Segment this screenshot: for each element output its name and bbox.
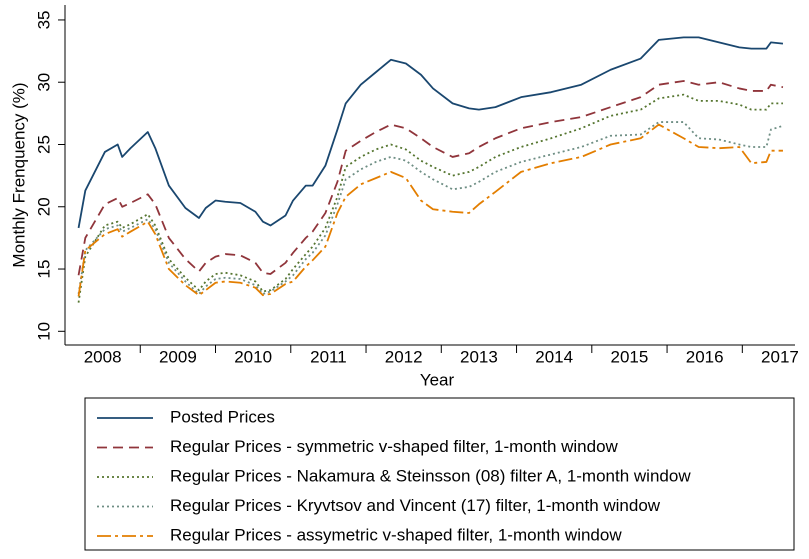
x-tick-label: 2008 — [84, 347, 122, 366]
x-tick-label: 2010 — [234, 347, 272, 366]
x-tick-label: 2013 — [460, 347, 498, 366]
legend-label: Regular Prices - assymetric v-shaped fil… — [170, 525, 622, 544]
x-axis-title: Year — [420, 370, 455, 389]
series-line — [77, 80, 784, 276]
x-tick-label: 2014 — [535, 347, 573, 366]
x-tick-label: 2009 — [159, 347, 197, 366]
y-tick-label: 35 — [34, 10, 53, 29]
y-tick-label: 25 — [34, 135, 53, 154]
x-tick-label: 2016 — [686, 347, 724, 366]
legend-label: Regular Prices - Kryvtsov and Vincent (1… — [170, 496, 661, 515]
legend-box — [84, 397, 795, 551]
series-line — [77, 93, 783, 303]
x-tick-label: 2011 — [310, 347, 347, 366]
y-tick-label: 20 — [34, 197, 53, 216]
y-axis-title: Monthly Frenquency (%) — [9, 82, 28, 267]
legend-label: Regular Prices - Nakamura & Steinsson (0… — [170, 466, 691, 485]
legend-label: Posted Prices — [170, 407, 275, 426]
series-line — [77, 121, 784, 295]
x-tick-label: 2017 — [761, 347, 799, 366]
series-line — [77, 36, 784, 229]
x-tick-label: 2015 — [611, 347, 649, 366]
y-tick-label: 10 — [34, 322, 53, 341]
y-tick-label: 15 — [34, 260, 53, 279]
y-tick-label: 30 — [34, 73, 53, 92]
x-tick-label: 2012 — [385, 347, 423, 366]
series-line — [77, 123, 783, 297]
legend-label: Regular Prices - symmetric v-shaped filt… — [170, 437, 619, 456]
